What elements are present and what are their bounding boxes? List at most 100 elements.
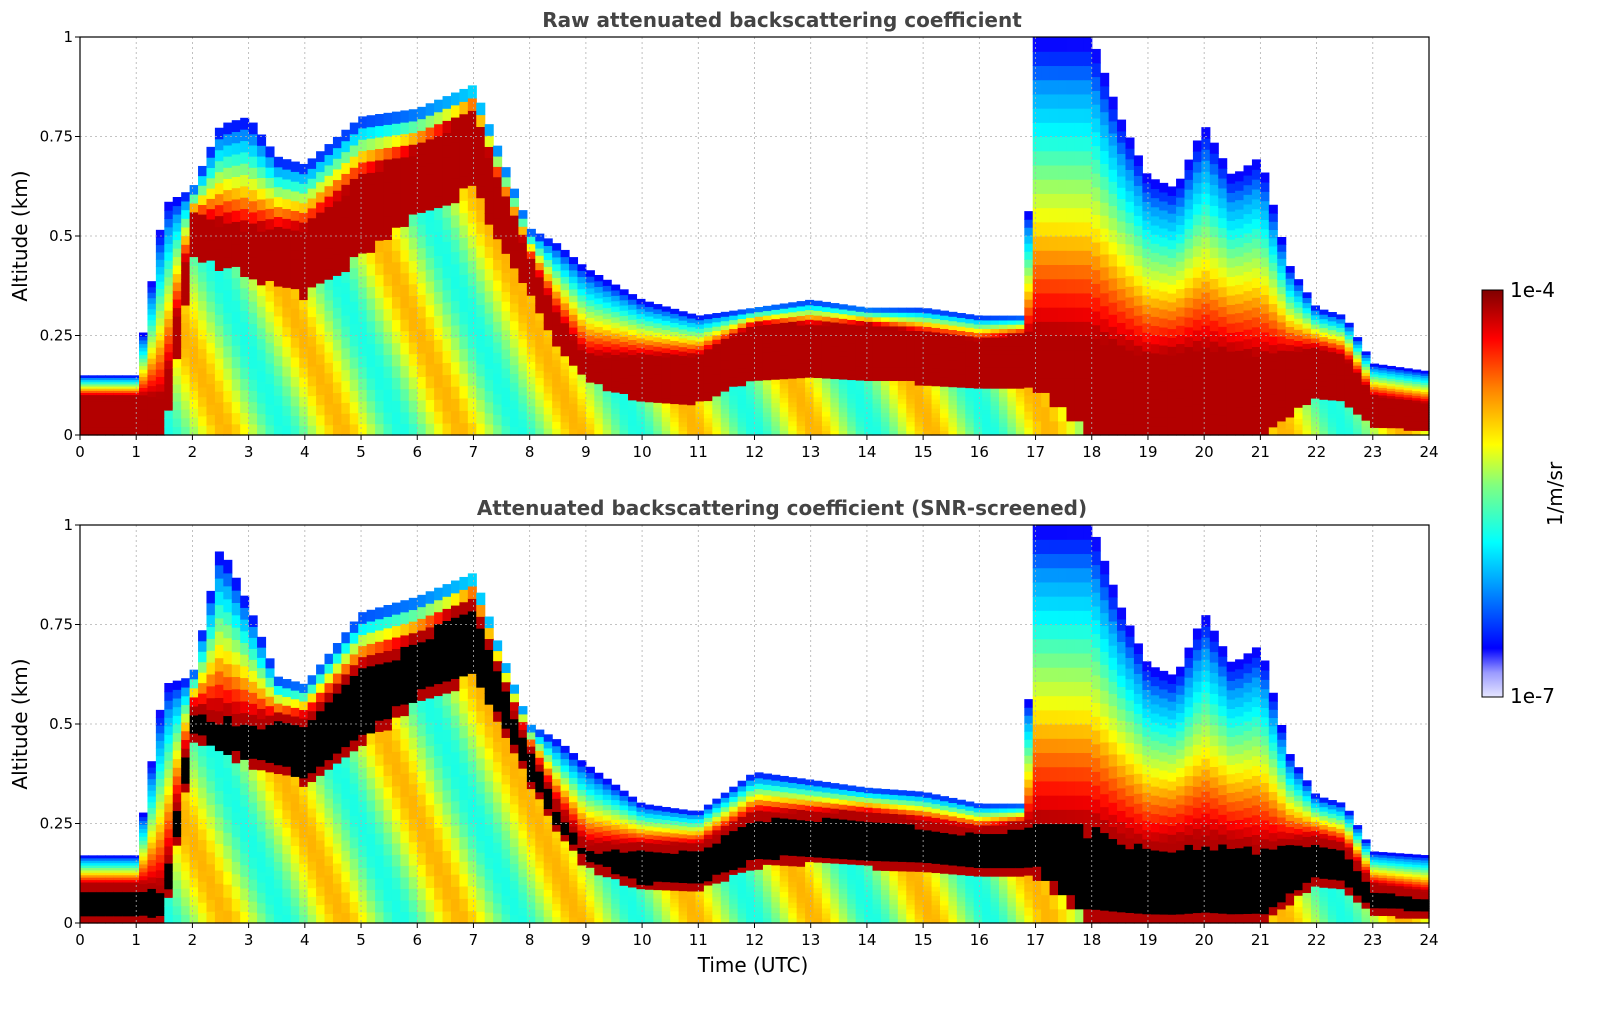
backscatter-cell — [96, 424, 106, 428]
backscatter-cell — [358, 287, 368, 300]
backscatter-cell — [1319, 372, 1329, 378]
backscatter-cell — [543, 238, 553, 247]
backscatter-cell — [628, 424, 638, 431]
backscatter-cell — [695, 379, 705, 385]
backscatter-cell — [290, 347, 300, 358]
backscatter-cell — [1243, 300, 1253, 311]
backscatter-cell — [628, 419, 638, 426]
backscatter-cell — [754, 339, 764, 345]
backscatter-cell — [155, 877, 165, 886]
backscatter-cell — [1386, 425, 1396, 429]
backscatter-cell — [1209, 226, 1219, 238]
backscatter-cell — [358, 184, 368, 197]
backscatter-cell — [1251, 385, 1261, 397]
backscatter-cell — [96, 417, 106, 421]
backscatter-cell — [1024, 387, 1034, 396]
backscatter-cell — [1041, 321, 1051, 337]
backscatter-cell — [442, 180, 452, 194]
backscatter-cell — [720, 325, 730, 331]
backscatter-cell — [1327, 360, 1337, 366]
backscatter-cell — [552, 421, 562, 429]
backscatter-cell — [602, 290, 612, 298]
backscatter-cell — [501, 358, 511, 369]
x-tick-label: 18 — [1082, 443, 1101, 461]
backscatter-cell — [122, 420, 132, 423]
backscatter-cell — [535, 305, 545, 314]
backscatter-cell — [467, 322, 477, 336]
backscatter-cell — [408, 202, 418, 215]
backscatter-cell — [349, 356, 359, 369]
backscatter-cell — [535, 233, 545, 242]
backscatter-cell — [332, 307, 342, 319]
backscatter-cell — [139, 376, 149, 381]
backscatter-cell — [1117, 401, 1127, 414]
backscatter-cell — [560, 395, 570, 403]
backscatter-cell — [1268, 336, 1278, 346]
backscatter-cell — [130, 867, 140, 871]
backscatter-cell — [181, 356, 191, 367]
backscatter-cell — [1142, 238, 1152, 249]
backscatter-cell — [999, 396, 1009, 402]
backscatter-cell — [96, 385, 106, 389]
backscatter-cell — [139, 903, 149, 908]
backscatter-cell — [1125, 158, 1135, 170]
backscatter-cell — [139, 339, 149, 345]
backscatter-cell — [417, 364, 427, 377]
backscatter-cell — [948, 333, 958, 339]
backscatter-cell — [400, 203, 410, 216]
backscatter-cell — [569, 403, 579, 411]
backscatter-cell — [484, 312, 494, 325]
x-tick-label: 7 — [469, 443, 479, 461]
backscatter-cell — [838, 327, 848, 333]
backscatter-cell — [830, 321, 840, 328]
backscatter-cell — [476, 114, 486, 128]
backscatter-cell — [383, 170, 393, 183]
backscatter-cell — [948, 342, 958, 348]
backscatter-cell — [1058, 236, 1068, 251]
backscatter-cell — [391, 192, 401, 205]
grid-lines — [79, 36, 1430, 436]
backscatter-cell — [1032, 150, 1042, 166]
backscatter-cell — [172, 248, 182, 258]
backscatter-cell — [661, 356, 671, 363]
backscatter-cell — [130, 432, 140, 436]
backscatter-cell — [990, 417, 1000, 423]
backscatter-cell — [1327, 404, 1337, 410]
backscatter-cell — [956, 430, 966, 436]
backscatter-cell — [425, 186, 435, 199]
backscatter-cell — [273, 166, 283, 178]
backscatter-cell — [1083, 108, 1093, 123]
backscatter-cell — [1074, 65, 1084, 81]
backscatter-cell — [1336, 422, 1346, 427]
backscatter-cell — [754, 421, 764, 427]
backscatter-cell — [1395, 379, 1405, 383]
backscatter-cell — [417, 282, 427, 295]
backscatter-cell — [1386, 405, 1396, 409]
backscatter-cell — [569, 301, 579, 309]
backscatter-cell — [88, 420, 98, 423]
backscatter-cell — [628, 299, 638, 305]
backscatter-cell — [602, 279, 612, 286]
backscatter-cell — [661, 379, 671, 386]
backscatter-cell — [796, 382, 806, 388]
backscatter-cell — [611, 429, 621, 436]
backscatter-cell — [493, 373, 503, 384]
backscatter-cell — [1344, 422, 1354, 428]
backscatter-cell — [1142, 266, 1152, 277]
backscatter-cell — [788, 340, 798, 346]
backscatter-cell — [484, 423, 494, 436]
backscatter-cell — [1361, 432, 1371, 436]
backscatter-cell — [1091, 145, 1101, 160]
backscatter-cell — [1218, 296, 1228, 308]
backscatter-cell — [299, 241, 309, 252]
backscatter-cell — [1403, 370, 1413, 374]
backscatter-cell — [754, 334, 764, 340]
backscatter-cell — [130, 430, 140, 434]
backscatter-cell — [838, 378, 848, 385]
backscatter-cell — [1294, 390, 1304, 397]
backscatter-cell — [1117, 232, 1127, 245]
backscatter-cell — [122, 428, 132, 432]
backscatter-cell — [1167, 248, 1177, 259]
backscatter-cell — [1108, 350, 1118, 364]
backscatter-cell — [746, 321, 756, 327]
